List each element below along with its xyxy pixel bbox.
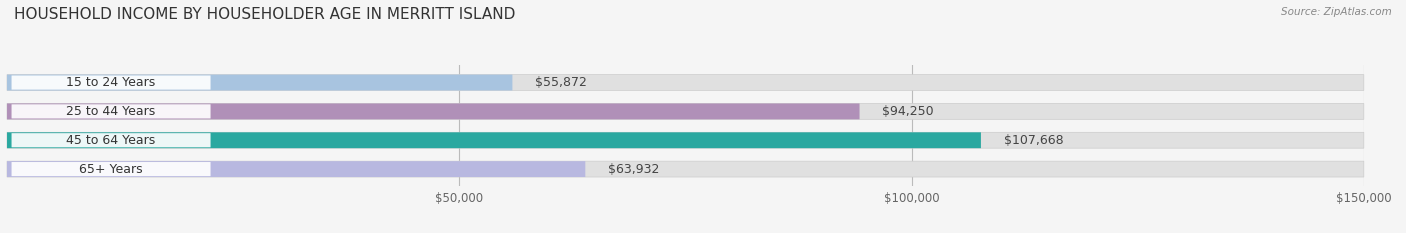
FancyBboxPatch shape <box>7 161 585 177</box>
Text: $55,872: $55,872 <box>536 76 586 89</box>
Text: $63,932: $63,932 <box>607 163 659 176</box>
FancyBboxPatch shape <box>7 132 981 148</box>
Text: 25 to 44 Years: 25 to 44 Years <box>66 105 156 118</box>
FancyBboxPatch shape <box>7 103 1364 119</box>
Text: HOUSEHOLD INCOME BY HOUSEHOLDER AGE IN MERRITT ISLAND: HOUSEHOLD INCOME BY HOUSEHOLDER AGE IN M… <box>14 7 516 22</box>
Text: 45 to 64 Years: 45 to 64 Years <box>66 134 156 147</box>
FancyBboxPatch shape <box>7 75 1364 90</box>
FancyBboxPatch shape <box>11 162 211 176</box>
Text: $107,668: $107,668 <box>1004 134 1063 147</box>
FancyBboxPatch shape <box>7 103 859 119</box>
Text: Source: ZipAtlas.com: Source: ZipAtlas.com <box>1281 7 1392 17</box>
FancyBboxPatch shape <box>11 133 211 147</box>
Text: $94,250: $94,250 <box>882 105 934 118</box>
FancyBboxPatch shape <box>7 161 1364 177</box>
FancyBboxPatch shape <box>7 132 1364 148</box>
Text: 65+ Years: 65+ Years <box>79 163 143 176</box>
Text: 15 to 24 Years: 15 to 24 Years <box>66 76 156 89</box>
FancyBboxPatch shape <box>11 75 211 90</box>
FancyBboxPatch shape <box>7 75 512 90</box>
FancyBboxPatch shape <box>11 104 211 118</box>
